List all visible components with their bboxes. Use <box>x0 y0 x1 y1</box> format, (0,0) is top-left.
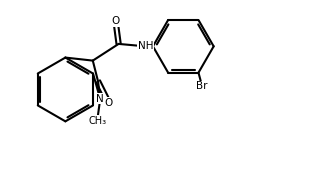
Text: O: O <box>105 97 113 107</box>
Text: O: O <box>111 16 120 26</box>
Text: NH: NH <box>138 41 153 51</box>
Text: Br: Br <box>196 81 208 91</box>
Text: CH₃: CH₃ <box>88 116 106 126</box>
Text: N: N <box>96 94 104 104</box>
